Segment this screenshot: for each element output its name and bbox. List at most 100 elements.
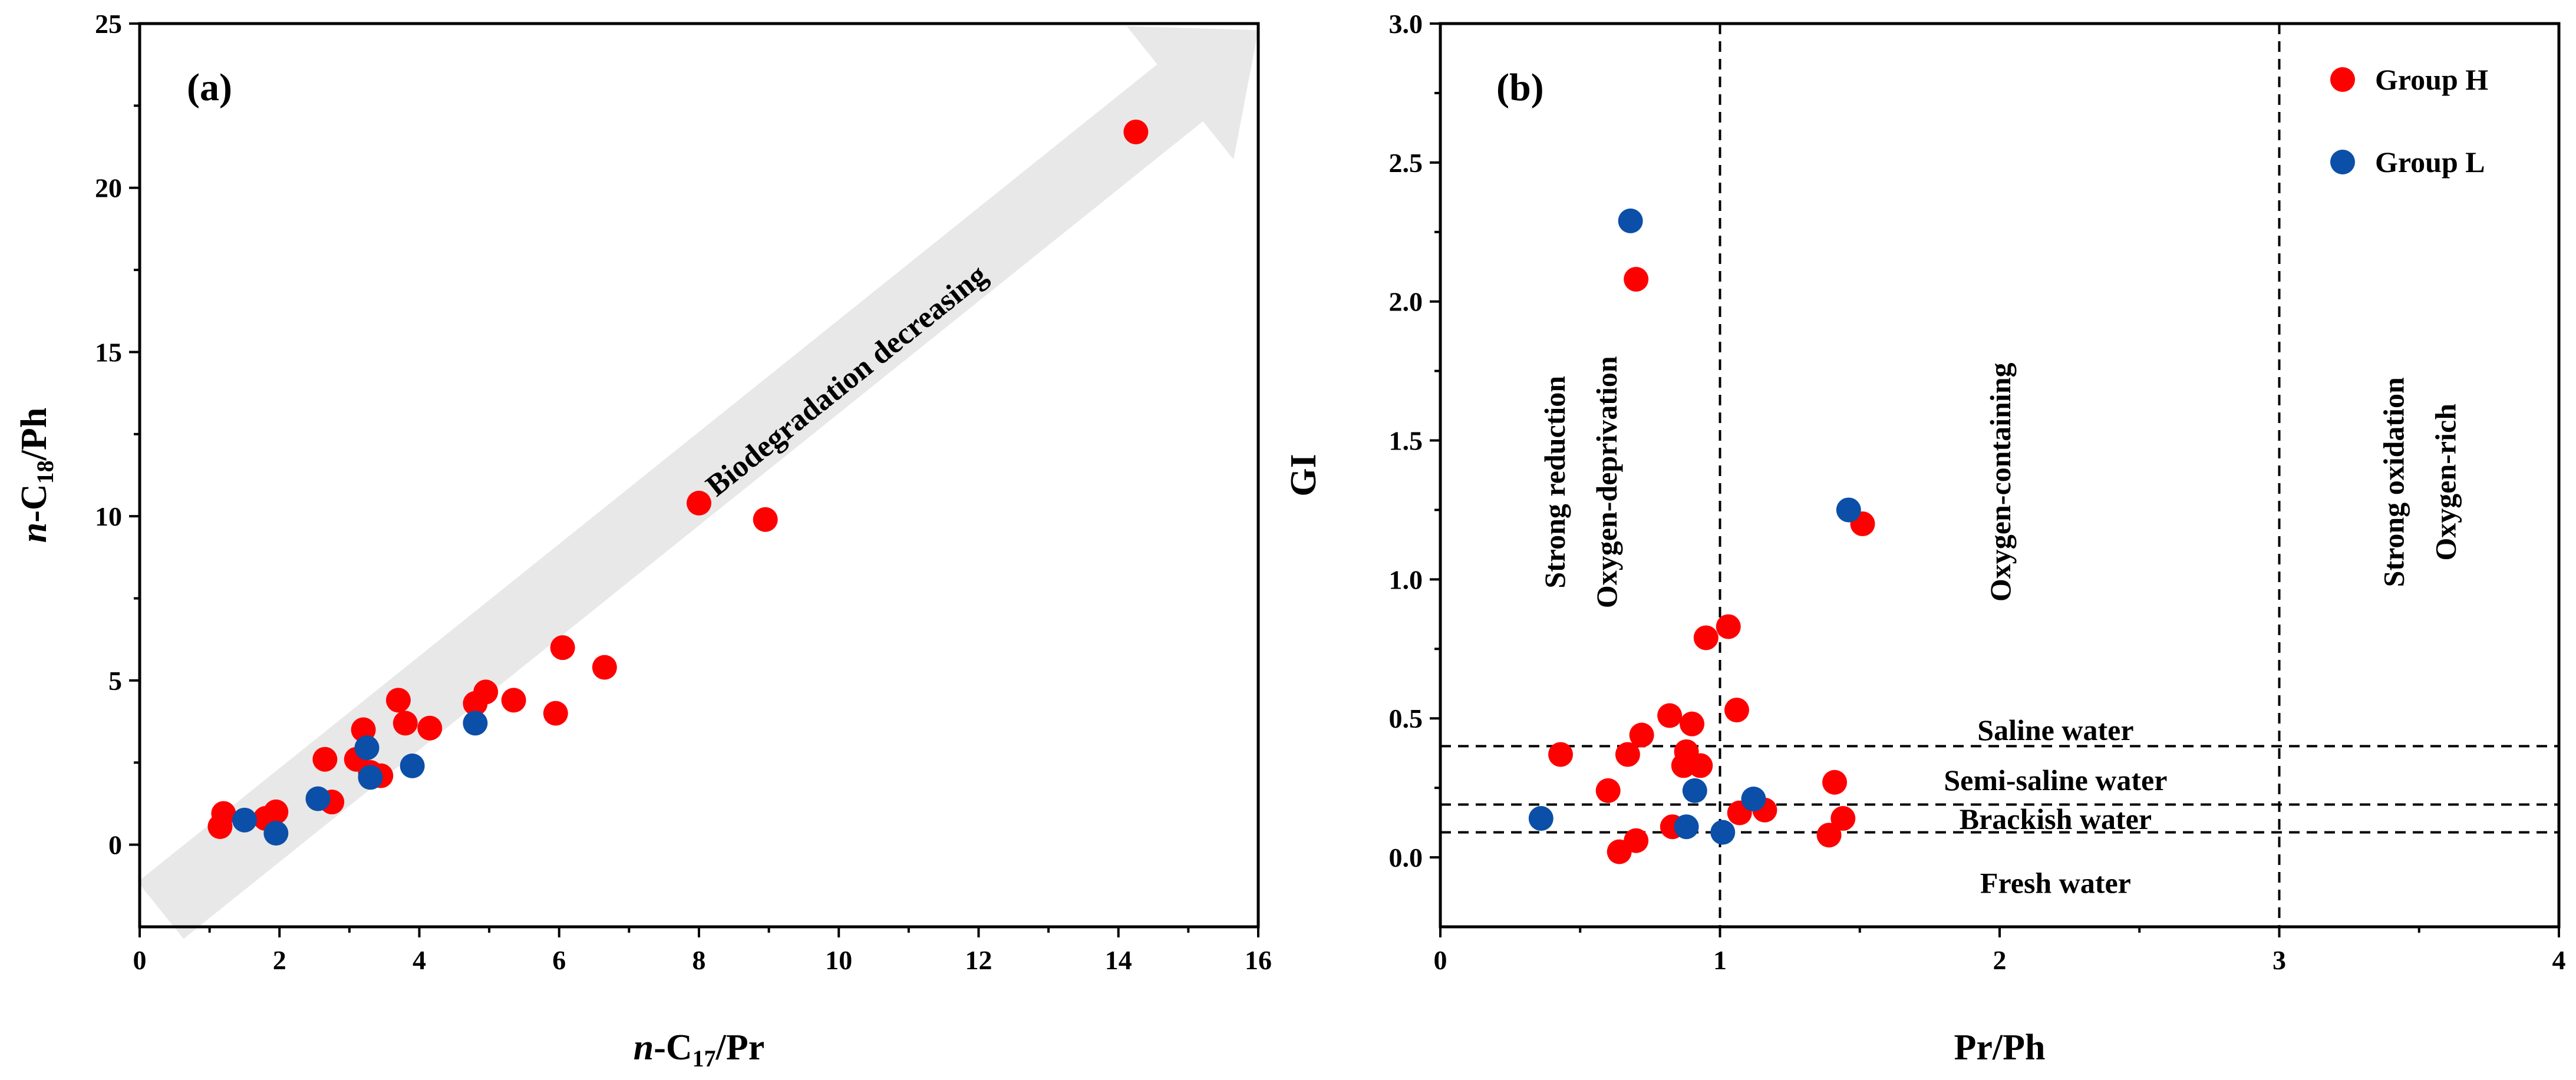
redox-zone-label: Oxygen-containing	[1984, 362, 2017, 602]
redox-zone-label: Strong oxidation	[2377, 377, 2410, 587]
redox-zone-label: Oxygen-deprivation	[1590, 356, 1623, 608]
group-l-point	[1741, 787, 1766, 812]
y-title-middle: -C	[14, 484, 54, 522]
group-h-point	[385, 688, 411, 713]
group-h-point	[211, 801, 236, 826]
group-h-point	[1548, 742, 1574, 767]
y-tick-label: 2.5	[1389, 148, 1423, 178]
panel-a-y-axis: 0 5 10 15 20 25	[95, 9, 140, 860]
arrow-label: Biodegradation decreasing	[700, 258, 994, 503]
biodegradation-arrow	[137, 26, 1258, 939]
x-tick-label: 0	[1434, 945, 1447, 975]
group-h-point	[1688, 753, 1713, 778]
y-tick-label: 0.5	[1389, 704, 1423, 734]
group-h-point	[1830, 806, 1856, 831]
water-type-label: Saline water	[1977, 714, 2133, 747]
y-tick-label: 0.0	[1389, 843, 1423, 873]
x-tick-label: 0	[133, 945, 147, 975]
group-h-point	[687, 490, 711, 516]
y-tick-label: 3.0	[1389, 9, 1423, 39]
x-tick-label: 10	[825, 945, 852, 975]
group-l-point	[400, 753, 425, 778]
x-title-subscript: 17	[692, 1045, 716, 1072]
legend: Group H Group L	[2330, 63, 2488, 179]
panel-b-x-title: Pr/Ph	[1954, 1028, 2046, 1068]
group-h-point	[543, 701, 568, 726]
group-h-point	[312, 747, 338, 772]
panel-a: Biodegradation decreasing 0 2 4 6 8 10 12 14 16 …	[14, 9, 1272, 1072]
water-type-label: Semi-saline water	[1944, 764, 2167, 797]
y-tick-label: 1.5	[1389, 426, 1423, 456]
panel-a-y-title: n-C18/Ph	[14, 408, 58, 543]
group-l-point	[232, 807, 257, 833]
group-h-point	[417, 715, 443, 741]
legend-marker	[2330, 67, 2355, 92]
x-tick-label: 2	[1993, 945, 2007, 975]
group-h-point	[592, 655, 617, 680]
group-h-point	[1680, 711, 1705, 736]
group-h-point	[1595, 778, 1621, 803]
group-h-point	[1816, 823, 1842, 848]
group-h-point	[1724, 698, 1749, 723]
group-h-point	[1629, 722, 1654, 748]
group-l-point	[305, 786, 331, 811]
panel-b-points	[1528, 208, 1875, 864]
group-h-point	[1716, 614, 1741, 639]
x-title-suffix: /Pr	[715, 1028, 765, 1068]
y-tick-label: 5	[108, 666, 122, 696]
y-tick-label: 1.0	[1389, 564, 1423, 595]
y-tick-label: 25	[95, 9, 122, 39]
group-h-point	[392, 711, 418, 736]
x-title-prefix: n	[634, 1028, 654, 1068]
water-type-label: Brackish water	[1960, 802, 2152, 835]
group-l-point	[463, 711, 488, 736]
group-h-point	[1657, 703, 1683, 728]
group-l-point	[1836, 497, 1861, 523]
group-h-point	[1615, 742, 1640, 767]
panel-b-label: (b)	[1496, 66, 1544, 109]
legend-label: Group L	[2375, 146, 2485, 179]
redox-zone-label: Oxygen-rich	[2429, 404, 2462, 561]
group-l-point	[1674, 814, 1699, 840]
panel-b-y-axis: 0.0 0.5 1.0 1.5 2.0 2.5 3.0	[1389, 9, 1440, 873]
panel-a-x-title: n-C17/Pr	[634, 1028, 765, 1072]
panel-a-points	[207, 119, 1149, 846]
x-tick-label: 4	[2552, 945, 2566, 975]
panel-b-y-title: GI	[1284, 454, 1324, 496]
y-tick-label: 0	[108, 830, 122, 860]
y-title-subscript: 18	[32, 460, 58, 484]
y-tick-label: 10	[95, 501, 122, 531]
group-h-point	[473, 679, 499, 705]
group-l-point	[1710, 820, 1736, 845]
group-h-point	[263, 799, 289, 824]
y-title-suffix: /Ph	[14, 408, 54, 461]
panel-a-x-axis: 0 2 4 6 8 10 12 14 16	[133, 927, 1272, 975]
x-tick-label: 3	[2272, 945, 2286, 975]
panel-b-zone-labels: Strong reduction Oxygen-deprivation Oxygen…	[1538, 356, 2462, 608]
panel-b-x-axis: 0 1 2 3 4	[1434, 927, 2566, 975]
x-tick-label: 14	[1105, 945, 1132, 975]
group-l-point	[358, 765, 383, 790]
legend-label: Group H	[2375, 63, 2488, 96]
group-h-point	[550, 635, 575, 660]
x-tick-label: 16	[1245, 945, 1272, 975]
group-h-point	[1624, 828, 1649, 853]
legend-marker	[2330, 150, 2355, 174]
x-tick-label: 8	[692, 945, 706, 975]
panel-a-label: (a)	[187, 66, 232, 109]
group-l-point	[354, 735, 380, 761]
y-tick-label: 20	[95, 173, 122, 203]
x-tick-label: 1	[1713, 945, 1727, 975]
group-h-point	[501, 688, 526, 713]
x-tick-label: 6	[552, 945, 566, 975]
group-l-point	[263, 821, 289, 846]
group-h-point	[1693, 625, 1719, 650]
redox-zone-label: Strong reduction	[1538, 376, 1571, 589]
x-tick-label: 4	[413, 945, 426, 975]
group-h-point	[753, 507, 778, 532]
group-h-point	[1822, 769, 1848, 795]
y-tick-label: 2.0	[1389, 287, 1423, 317]
group-l-point	[1528, 806, 1553, 831]
x-tick-label: 2	[273, 945, 286, 975]
